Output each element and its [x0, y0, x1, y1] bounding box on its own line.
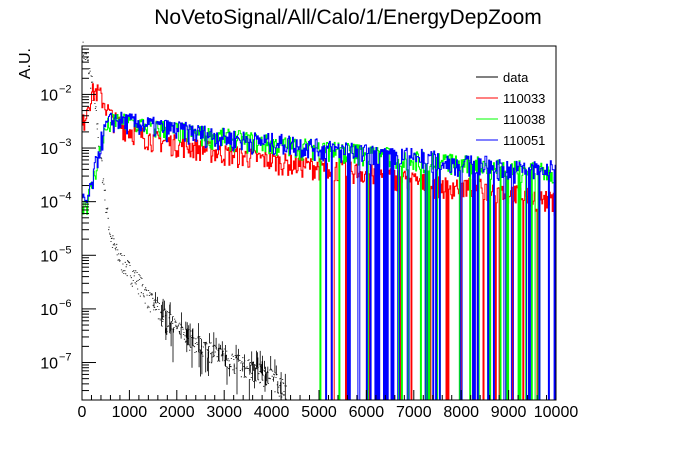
y-tick-label: 10 — [40, 302, 58, 319]
x-tick-label: 2000 — [159, 404, 195, 421]
series-110051 — [81, 111, 556, 401]
y-tick-base: 10 — [40, 195, 58, 212]
series-layer — [81, 41, 556, 401]
x-tick-label: 0 — [78, 404, 87, 421]
legend-entry: 110038 — [503, 112, 545, 127]
y-tick-label: 10 — [40, 141, 58, 158]
legend-entry: data — [503, 70, 529, 85]
x-tick-label: 7000 — [396, 404, 432, 421]
y-tick-exponent: −3 — [59, 137, 72, 149]
y-axis: 10−710−610−510−410−310−2 — [40, 45, 96, 401]
legend-entry: 110051 — [503, 133, 545, 148]
series-path-data — [82, 41, 287, 401]
x-tick-label: 4000 — [254, 404, 290, 421]
series-110038 — [81, 112, 556, 401]
series-path-110051 — [81, 111, 556, 401]
x-axis: 0 1000 2000 3000 4000 5000 6000 7000 8000 9000 100… — [78, 390, 579, 421]
y-tick-base: 10 — [40, 248, 58, 265]
series-path-110038 — [81, 112, 556, 401]
y-tick-base: 10 — [40, 302, 58, 319]
series-path-110033 — [81, 83, 556, 401]
legend-entry: 110033 — [503, 91, 545, 106]
x-tick-label: 3000 — [206, 404, 242, 421]
y-axis-label: A.U. — [17, 48, 34, 79]
x-tick-label: 5000 — [301, 404, 337, 421]
y-tick-label: 10 — [40, 87, 58, 104]
y-tick-base: 10 — [40, 141, 58, 158]
y-tick-exponent: −2 — [59, 83, 72, 95]
x-tick-label: 10000 — [534, 404, 579, 421]
y-tick-base: 10 — [40, 87, 58, 104]
x-tick-label: 1000 — [112, 404, 148, 421]
series-110033 — [81, 83, 556, 401]
y-tick-exponent: −4 — [59, 191, 72, 203]
x-tick-label: 8000 — [443, 404, 479, 421]
plot-frame — [81, 45, 557, 401]
legend: data 110033 110038 110051 — [476, 70, 545, 148]
y-tick-exponent: −5 — [59, 244, 72, 256]
y-tick-exponent: −7 — [59, 352, 72, 364]
x-tick-label: 9000 — [491, 404, 527, 421]
y-tick-label: 10 — [40, 195, 58, 212]
y-tick-base: 10 — [40, 356, 58, 373]
y-tick-label: 10 — [40, 356, 58, 373]
y-tick-label: 10 — [40, 248, 58, 265]
series-data — [82, 41, 287, 401]
y-tick-exponent: −6 — [59, 298, 72, 310]
x-tick-label: 6000 — [349, 404, 385, 421]
chart-title: NoVetoSignal/All/Calo/1/EnergyDepZoom — [154, 6, 542, 29]
